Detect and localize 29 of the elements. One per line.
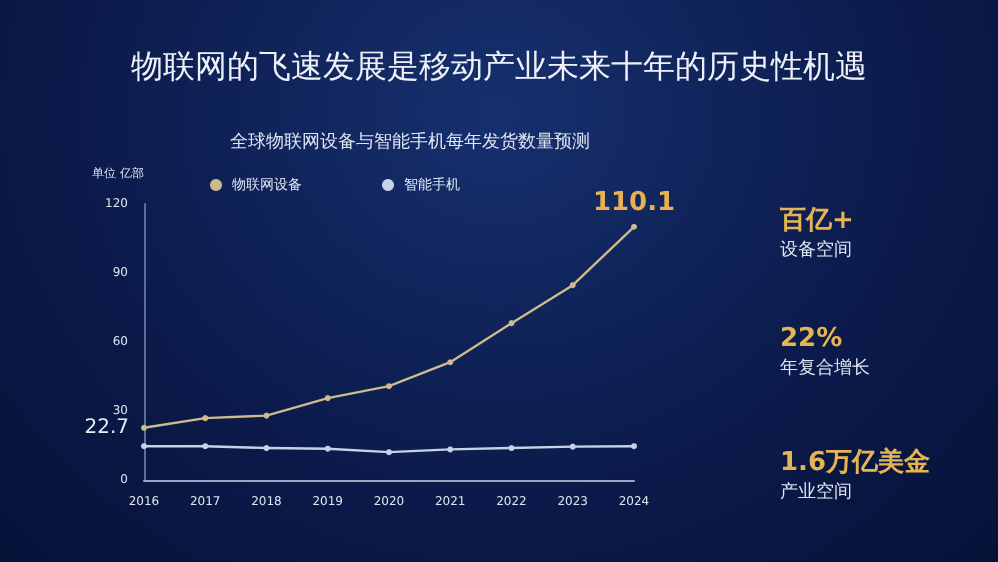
point (202, 415, 209, 422)
point (324, 445, 331, 452)
text: 产业空间 (780, 481, 852, 503)
point (263, 445, 270, 452)
point (508, 320, 515, 327)
data-label: 110.1 (592, 187, 676, 218)
point (386, 383, 392, 390)
line-series (141, 223, 637, 431)
chart-subtitle: 全球物联网设备与智能手机每年发货数量预测 (230, 131, 590, 153)
data-label: 22.7 (84, 416, 129, 439)
text: 年复合增长 (780, 357, 870, 379)
point (447, 446, 454, 453)
point (631, 443, 637, 450)
chart-title: 物联网的飞速发展是移动产业未来十年的历史性机遇 (131, 47, 867, 85)
text: 1.6万亿美金 (780, 446, 933, 478)
point (386, 449, 392, 456)
point (141, 443, 147, 450)
point (202, 443, 209, 450)
point (569, 443, 576, 450)
point (141, 424, 147, 431)
point (508, 445, 515, 452)
text: 22% (779, 324, 843, 354)
point (631, 223, 637, 230)
text: 设备空间 (780, 239, 852, 261)
point (447, 359, 454, 366)
text: 百亿+ (777, 206, 854, 236)
point (263, 412, 270, 419)
point (569, 282, 576, 289)
point (324, 395, 331, 402)
